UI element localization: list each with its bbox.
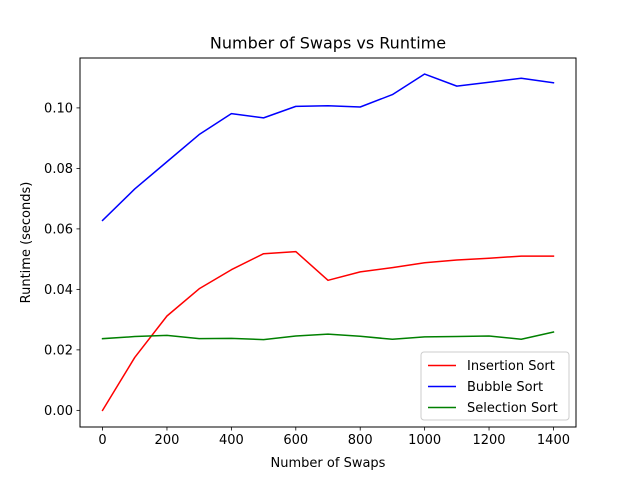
legend-label-selection-sort: Selection Sort (467, 401, 558, 416)
y-tick-label: 0.02 (44, 343, 73, 358)
axes-frame (79, 57, 577, 428)
legend-box (420, 351, 570, 421)
x-axis: 0 200 400 600 800 1000 1200 1400 (98, 427, 570, 448)
x-tick-label: 600 (283, 433, 308, 448)
x-tick-label: 400 (219, 433, 244, 448)
x-tick-label: 800 (348, 433, 373, 448)
y-tick-label: 0.00 (44, 404, 73, 419)
series-line-bubble-sort (101, 73, 555, 222)
y-tick-label: 0.08 (44, 162, 73, 177)
series-line-selection-sort (101, 331, 555, 341)
y-tick-label: 0.10 (44, 101, 73, 116)
x-tick-label: 1200 (472, 433, 505, 448)
y-axis: 0.00 0.02 0.04 0.06 0.08 0.10 (44, 101, 80, 419)
y-axis-label: Runtime (seconds) (19, 182, 34, 304)
chart-title: Number of Swaps vs Runtime (210, 34, 446, 53)
legend: Insertion Sort Bubble Sort Selection Sort (420, 351, 570, 421)
x-tick-label: 200 (155, 433, 180, 448)
x-tick-label: 1400 (537, 433, 570, 448)
legend-label-bubble-sort: Bubble Sort (467, 380, 543, 395)
x-tick-label: 1000 (408, 433, 441, 448)
series-line-insertion-sort (101, 250, 555, 412)
y-tick-label: 0.04 (44, 283, 73, 298)
y-tick-label: 0.06 (44, 222, 73, 237)
legend-label-insertion-sort: Insertion Sort (467, 359, 555, 374)
x-axis-label: Number of Swaps (271, 456, 386, 471)
x-tick-label: 0 (98, 433, 106, 448)
plot-area (101, 73, 555, 412)
